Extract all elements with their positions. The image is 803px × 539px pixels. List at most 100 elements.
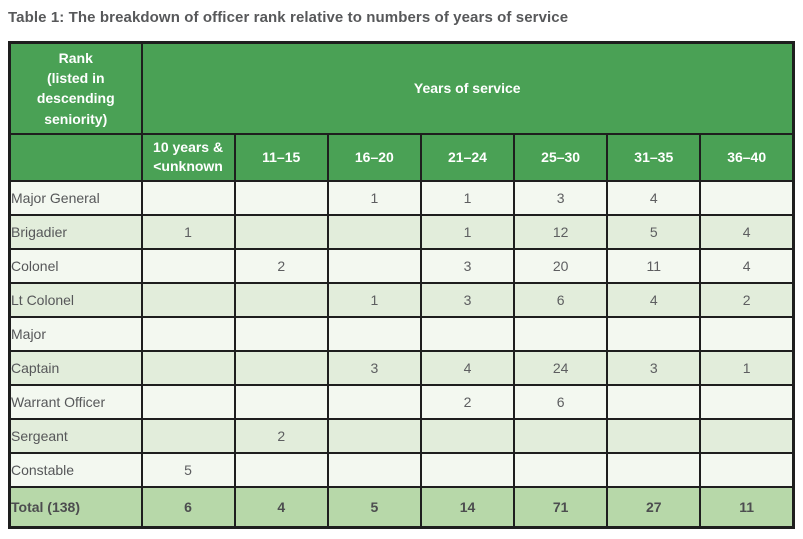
- officer-rank-table: Rank (listed in descending seniority) Ye…: [8, 41, 795, 529]
- cell-value: [140, 383, 236, 420]
- cell-value: 24: [513, 349, 609, 386]
- cell-value: [233, 281, 329, 318]
- cell-value: [419, 417, 516, 454]
- table-row-total: Total (138) 6 4 5 14 71 27 11: [8, 485, 795, 529]
- cell-value: [513, 417, 609, 454]
- total-value: 71: [513, 485, 609, 529]
- cell-value: 2: [419, 383, 516, 420]
- rank-label: Captain: [8, 349, 143, 386]
- cell-value: [699, 417, 795, 454]
- cell-value: 4: [419, 349, 516, 386]
- cell-value: [699, 451, 795, 488]
- cell-value: [326, 383, 422, 420]
- cell-value: [140, 315, 236, 352]
- cell-value: [140, 281, 236, 318]
- cell-value: [326, 213, 422, 250]
- cell-value: 20: [513, 247, 609, 284]
- cell-value: 3: [419, 247, 516, 284]
- cell-value: 5: [606, 213, 702, 250]
- cell-value: 4: [699, 213, 795, 250]
- cell-value: [606, 383, 702, 420]
- rank-corner-header: Rank (listed in descending seniority): [8, 41, 143, 135]
- table-row-brigadier: Brigadier 1 1 12 5 4: [8, 213, 795, 250]
- cell-value: [699, 383, 795, 420]
- cell-value: [233, 349, 329, 386]
- rank-label: Warrant Officer: [8, 383, 143, 420]
- empty-corner-cell: [8, 132, 143, 182]
- header-row-columns: 10 years & <unknown 11–15 16–20 21–24 25…: [8, 132, 795, 182]
- cell-value: [606, 451, 702, 488]
- total-value: 27: [606, 485, 702, 529]
- cell-value: [140, 349, 236, 386]
- col-header-11-15: 11–15: [233, 132, 329, 182]
- cell-value: [140, 179, 236, 216]
- cell-value: [513, 315, 609, 352]
- table-row-colonel: Colonel 2 3 20 11 4: [8, 247, 795, 284]
- col-header-31-35: 31–35: [606, 132, 702, 182]
- cell-value: 1: [326, 179, 422, 216]
- table-caption: Table 1: The breakdown of officer rank r…: [8, 9, 569, 26]
- total-label: Total (138): [8, 485, 143, 529]
- rank-label: Constable: [8, 451, 143, 488]
- table-row-warrant-officer: Warrant Officer 2 6: [8, 383, 795, 420]
- cell-value: 1: [419, 179, 516, 216]
- col-header-16-20: 16–20: [326, 132, 422, 182]
- table-row-lt-colonel: Lt Colonel 1 3 6 4 2: [8, 281, 795, 318]
- cell-value: [140, 417, 236, 454]
- cell-value: 6: [513, 383, 609, 420]
- cell-value: 1: [326, 281, 422, 318]
- cell-value: [326, 417, 422, 454]
- total-value: 6: [140, 485, 236, 529]
- cell-value: [233, 213, 329, 250]
- cell-value: 5: [140, 451, 236, 488]
- col-header-21-24: 21–24: [419, 132, 516, 182]
- cell-value: 2: [233, 247, 329, 284]
- cell-value: [326, 247, 422, 284]
- cell-value: 3: [513, 179, 609, 216]
- rank-label: Major: [8, 315, 143, 352]
- cell-value: [233, 383, 329, 420]
- total-value: 5: [326, 485, 422, 529]
- cell-value: 6: [513, 281, 609, 318]
- cell-value: [513, 451, 609, 488]
- cell-value: 1: [140, 213, 236, 250]
- cell-value: [606, 315, 702, 352]
- cell-value: 2: [233, 417, 329, 454]
- header-row-top: Rank (listed in descending seniority) Ye…: [8, 41, 795, 135]
- cell-value: 4: [606, 281, 702, 318]
- cell-value: 4: [606, 179, 702, 216]
- years-of-service-header: Years of service: [140, 41, 795, 135]
- cell-value: [326, 451, 422, 488]
- cell-value: [233, 315, 329, 352]
- cell-value: 11: [606, 247, 702, 284]
- cell-value: 3: [419, 281, 516, 318]
- cell-value: 1: [419, 213, 516, 250]
- cell-value: [233, 179, 329, 216]
- total-value: 11: [699, 485, 795, 529]
- cell-value: 3: [326, 349, 422, 386]
- total-value: 4: [233, 485, 329, 529]
- table-row-captain: Captain 3 4 24 3 1: [8, 349, 795, 386]
- table-row-sergeant: Sergeant 2: [8, 417, 795, 454]
- cell-value: [140, 247, 236, 284]
- cell-value: 12: [513, 213, 609, 250]
- cell-value: [419, 451, 516, 488]
- cell-value: [699, 179, 795, 216]
- table-row-major-general: Major General 1 1 3 4: [8, 179, 795, 216]
- cell-value: [326, 315, 422, 352]
- cell-value: [233, 451, 329, 488]
- col-header-10-years: 10 years & <unknown: [140, 132, 236, 182]
- cell-value: [699, 315, 795, 352]
- rank-label: Colonel: [8, 247, 143, 284]
- rank-label: Lt Colonel: [8, 281, 143, 318]
- cell-value: 3: [606, 349, 702, 386]
- cell-value: [606, 417, 702, 454]
- cell-value: [419, 315, 516, 352]
- table-row-major: Major: [8, 315, 795, 352]
- table-row-constable: Constable 5: [8, 451, 795, 488]
- rank-label: Sergeant: [8, 417, 143, 454]
- cell-value: 2: [699, 281, 795, 318]
- cell-value: 4: [699, 247, 795, 284]
- rank-label: Major General: [8, 179, 143, 216]
- total-value: 14: [419, 485, 516, 529]
